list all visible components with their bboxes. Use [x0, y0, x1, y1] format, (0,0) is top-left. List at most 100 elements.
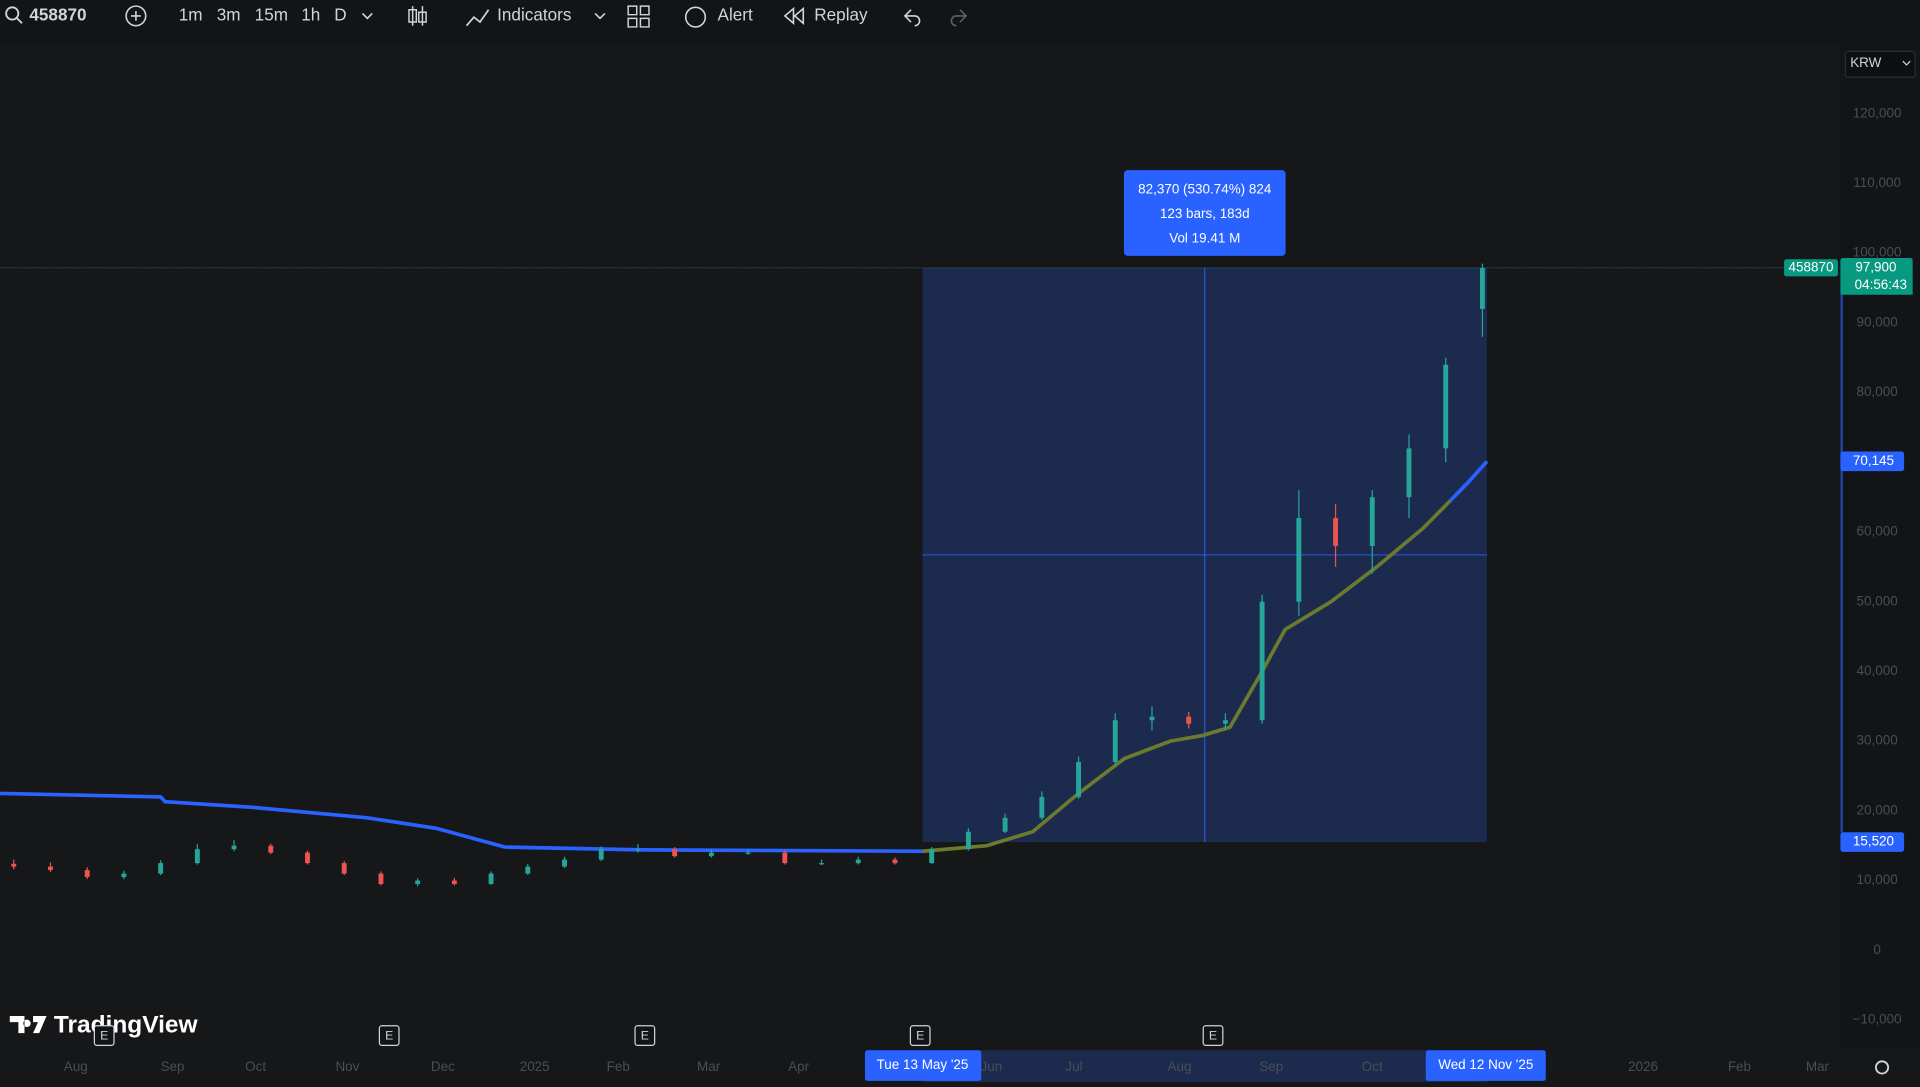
x-tick-label: Aug	[1168, 1059, 1192, 1074]
moving-average	[922, 499, 1452, 854]
alert[interactable]: Alert	[718, 4, 753, 24]
redo[interactable]	[950, 9, 968, 27]
moving-average	[0, 791, 923, 854]
candle-body	[415, 880, 421, 885]
earnings-marker	[634, 1025, 656, 1046]
candle-body	[1369, 497, 1375, 546]
last-price-label: 97,900	[1855, 259, 1896, 274]
countdown: 04:56:43	[1855, 277, 1907, 292]
currency: KRW	[1850, 55, 1881, 70]
x-tick-label: Dec	[431, 1059, 455, 1074]
candle-body	[562, 859, 567, 867]
candle-body	[745, 852, 751, 854]
candle-body	[121, 873, 127, 878]
candle-body	[782, 852, 788, 864]
currency-select[interactable]	[1844, 50, 1916, 78]
candle-body	[525, 866, 531, 874]
candle-body	[231, 845, 237, 850]
x-tick-label: Oct	[245, 1059, 266, 1074]
candle-body	[378, 873, 384, 885]
to-date-label: Wed 12 Nov '25	[1438, 1057, 1533, 1072]
brand: TradingView	[54, 1011, 199, 1038]
interval-menu[interactable]	[361, 12, 373, 20]
symbol-badge-label: 458870	[1789, 259, 1834, 274]
y-tick-label: 0	[1873, 942, 1880, 957]
y-tick-label: 20,000	[1857, 802, 1898, 817]
candle-body	[929, 849, 935, 864]
candle-body	[1222, 720, 1228, 724]
interval[interactable]: 1m	[179, 4, 203, 24]
from-date-label: Tue 13 May '25	[877, 1057, 969, 1072]
candle-body	[305, 852, 310, 864]
y-tick-label: 90,000	[1857, 314, 1898, 329]
earnings-label: E	[641, 1028, 649, 1042]
candle-body	[1479, 267, 1485, 309]
candle-body	[1149, 716, 1155, 721]
earnings-label: E	[385, 1028, 393, 1042]
candle-body	[598, 849, 604, 860]
compare-icon	[131, 11, 141, 21]
candle-body	[11, 863, 17, 867]
search-icon[interactable]	[5, 6, 20, 21]
replay-icon	[783, 6, 805, 25]
interval[interactable]: 3m	[217, 4, 241, 24]
x-tick-label: Sep	[161, 1059, 185, 1074]
settings[interactable]	[1875, 1060, 1890, 1075]
chart-type[interactable]	[408, 6, 427, 26]
x-tick-label: Jun	[980, 1059, 1002, 1074]
x-tick-label: Feb	[607, 1059, 630, 1074]
earnings-marker	[1202, 1025, 1224, 1046]
indicators-icon	[465, 9, 490, 27]
x-tick-label: Mar	[1806, 1059, 1830, 1074]
y-tick-label: −10,000	[1853, 1012, 1902, 1027]
interval[interactable]: 15m	[255, 4, 288, 24]
undo[interactable]	[903, 9, 921, 27]
candle-body	[1186, 716, 1192, 724]
candle-body	[84, 870, 90, 878]
earnings-marker	[93, 1025, 115, 1046]
candle-body	[1406, 448, 1412, 498]
earnings-marker	[378, 1025, 400, 1046]
indicators-menu[interactable]	[594, 12, 606, 20]
interval[interactable]: D	[334, 4, 346, 24]
candle-body	[194, 849, 200, 864]
y-tick-label: 40,000	[1857, 663, 1898, 678]
candle-body	[341, 863, 347, 874]
alert-icon	[684, 6, 707, 28]
candle-body	[1112, 720, 1118, 763]
candle-body	[451, 880, 457, 885]
axis-range	[1840, 294, 1843, 833]
indicators[interactable]: Indicators	[497, 4, 571, 24]
candle-body	[1002, 817, 1008, 832]
candle-body	[158, 863, 164, 874]
interval[interactable]: 1h	[301, 4, 320, 24]
measure-info: 82,370 (530.74%) 824	[1138, 181, 1272, 196]
x-tick-label: Feb	[1728, 1059, 1751, 1074]
symbol[interactable]: 458870	[29, 4, 86, 24]
earnings-marker	[909, 1025, 931, 1046]
low-price-label: 15,520	[1853, 834, 1894, 849]
x-tick-label: Oct	[1362, 1059, 1383, 1074]
replay[interactable]: Replay	[814, 4, 868, 24]
measure-info: 123 bars, 183d	[1160, 206, 1250, 221]
symbol-badge	[1784, 259, 1838, 277]
search-icon	[16, 17, 23, 24]
low-price	[1840, 832, 1905, 852]
candle-body	[1259, 601, 1265, 721]
to-date	[1425, 1050, 1546, 1081]
layouts[interactable]	[627, 5, 650, 28]
compare-button[interactable]	[125, 5, 147, 27]
y-tick-label: 10,000	[1857, 872, 1898, 887]
y-tick-label: 100,000	[1853, 245, 1902, 260]
from-date	[864, 1050, 982, 1081]
x-tick-label: 2026	[1628, 1059, 1658, 1074]
candle-body	[1296, 518, 1302, 602]
countdown-bg	[1840, 276, 1913, 295]
candle-body	[819, 863, 824, 865]
candle-body	[48, 866, 53, 871]
last-price	[1840, 258, 1913, 278]
measure-tooltip	[1123, 170, 1286, 256]
y-tick-label: 80,000	[1857, 384, 1898, 399]
